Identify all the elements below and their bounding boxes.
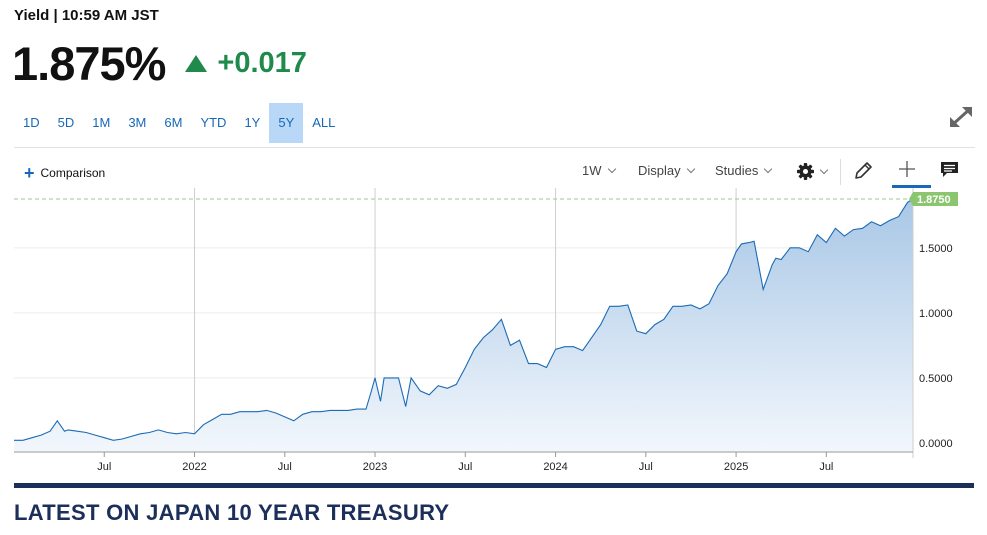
last-price: 1.875% [12, 37, 166, 90]
y-tick-label: 0.0000 [919, 438, 953, 450]
x-tick-label: 2023 [363, 461, 387, 473]
change-value: +0.017 [217, 47, 307, 79]
current-value-label: 1.8750 [917, 194, 951, 206]
interval-dropdown[interactable]: 1W [582, 163, 616, 178]
range-1y[interactable]: 1Y [244, 115, 261, 130]
comparison-button[interactable]: + Comparison [24, 163, 106, 183]
section-heading: LATEST ON JAPAN 10 YEAR TREASURY [14, 500, 450, 525]
x-tick-label: 2024 [543, 461, 567, 473]
range-1m[interactable]: 1M [92, 115, 111, 130]
chevron-down-icon [607, 164, 616, 174]
toolbar-divider [14, 147, 975, 148]
series-area [14, 199, 913, 452]
yield-chart[interactable]: 0.0000 0.5000 1.0000 1.5000 Jul 2022 Jul 2023 Ju… [0, 188, 987, 480]
range-3m[interactable]: 3M [128, 115, 147, 130]
display-dropdown[interactable]: Display [638, 163, 695, 178]
studies-label: Studies [715, 163, 759, 178]
range-5d[interactable]: 5D [57, 115, 75, 130]
quote-meta: Yield | 10:59 AM JST [14, 7, 159, 24]
chevron-down-icon [764, 164, 773, 174]
toolbar-separator [840, 159, 841, 185]
studies-dropdown[interactable]: Studies [715, 163, 773, 178]
crosshair-icon[interactable] [898, 160, 916, 178]
interval-label: 1W [582, 163, 602, 178]
last-point [910, 196, 916, 203]
x-tick-label: 2022 [182, 461, 206, 473]
chevron-down-icon [686, 164, 695, 174]
y-tick-label: 1.5000 [919, 243, 953, 255]
up-arrow-icon [185, 55, 208, 72]
pencil-icon[interactable] [853, 161, 873, 181]
x-tick-label: Jul [97, 461, 111, 473]
comparison-label: Comparison [40, 166, 106, 180]
range-selector: 1D 5D 1M 3M 6M YTD 1Y 5Y ALL [14, 103, 344, 143]
current-value-badge: 1.8750 [909, 192, 958, 207]
crosshair-active-indicator [892, 185, 931, 188]
price-change: +0.017 [185, 47, 307, 80]
chevron-down-icon [819, 165, 829, 175]
section-divider [14, 483, 974, 488]
x-tick-label: Jul [819, 461, 833, 473]
gear-icon [797, 163, 814, 180]
y-tick-label: 0.5000 [919, 373, 953, 385]
x-tick-label: Jul [458, 461, 472, 473]
range-1d[interactable]: 1D [23, 115, 40, 130]
quote-row: 1.875% +0.017 [12, 36, 307, 91]
range-6m[interactable]: 6M [164, 115, 183, 130]
y-tick-label: 1.0000 [919, 308, 953, 320]
settings-dropdown[interactable] [797, 163, 829, 180]
range-all[interactable]: ALL [312, 115, 336, 130]
expand-icon[interactable] [946, 103, 976, 131]
x-tick-label: Jul [278, 461, 292, 473]
x-tick-label: Jul [639, 461, 653, 473]
plus-icon: + [24, 163, 35, 183]
x-tick-label: 2025 [724, 461, 748, 473]
range-5y[interactable]: 5Y [269, 103, 304, 143]
range-ytd[interactable]: YTD [200, 115, 227, 130]
series-line [14, 198, 914, 441]
display-label: Display [638, 163, 681, 178]
comment-icon[interactable] [940, 161, 959, 179]
